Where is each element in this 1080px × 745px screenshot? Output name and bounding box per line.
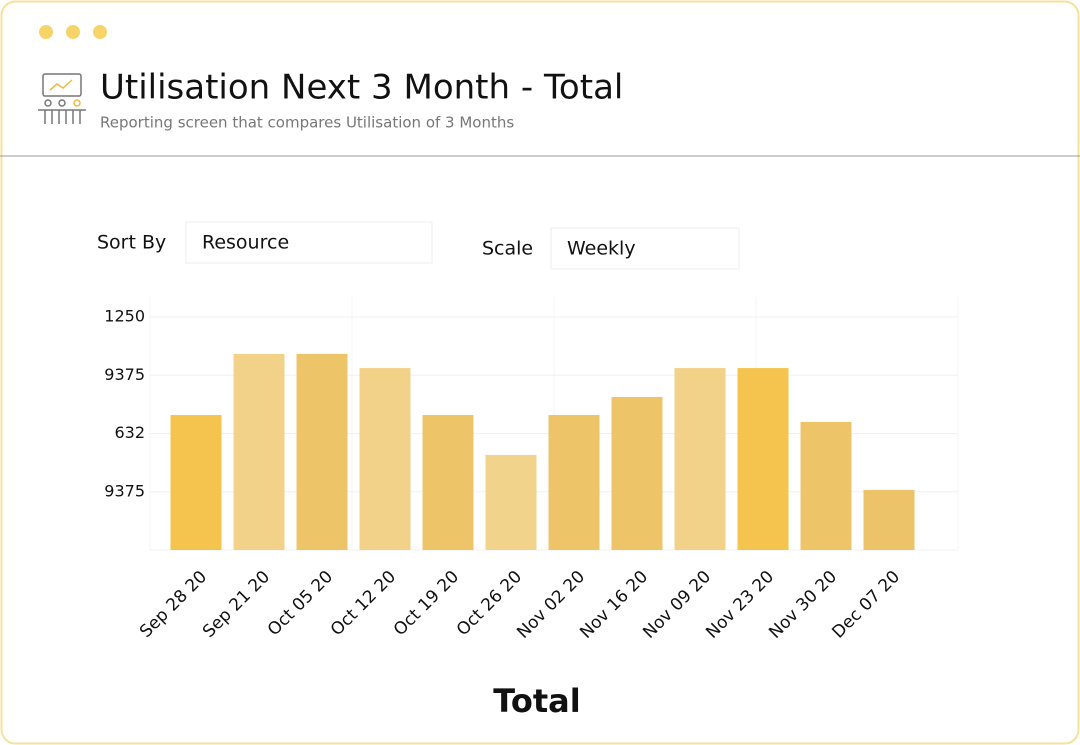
- bar: [863, 489, 915, 550]
- y-tick-label: 9375: [104, 481, 145, 500]
- bar: [548, 415, 600, 550]
- window-dot: [93, 25, 107, 39]
- bar: [170, 415, 222, 550]
- bar: [359, 368, 411, 550]
- filter-label: Sort By: [97, 232, 166, 254]
- filter-label: Scale: [482, 238, 533, 260]
- window-dot: [66, 25, 80, 39]
- page-title: Utilisation Next 3 Month - Total: [100, 68, 623, 108]
- y-tick-label: 9375: [104, 365, 145, 384]
- filter-value: Weekly: [567, 238, 636, 260]
- bar: [422, 415, 474, 550]
- bar: [485, 454, 537, 550]
- y-tick-label: 1250: [104, 307, 145, 326]
- bar: [296, 353, 348, 550]
- report-icon: [38, 73, 86, 124]
- filter-value: Resource: [202, 232, 289, 254]
- chart-title: Total: [493, 682, 580, 720]
- page-subtitle: Reporting screen that compares Utilisati…: [100, 114, 514, 132]
- window-dot: [39, 25, 53, 39]
- scale-select[interactable]: [550, 227, 740, 270]
- y-tick-label: 632: [114, 423, 145, 442]
- bar: [800, 421, 852, 550]
- bar: [674, 368, 726, 550]
- bar: [233, 353, 285, 550]
- bar: [611, 396, 663, 550]
- bar: [737, 368, 789, 550]
- sort-select[interactable]: [185, 221, 433, 264]
